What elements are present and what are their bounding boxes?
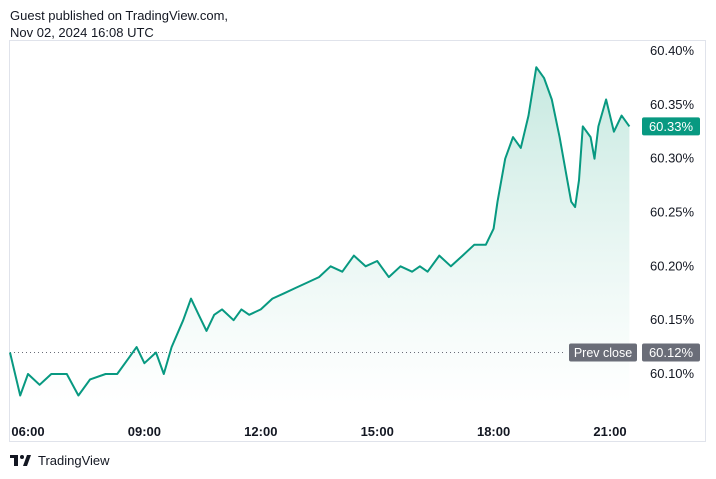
x-tick-label: 12:00 — [244, 424, 277, 439]
y-tick-label: 60.10% — [650, 366, 695, 381]
prev-close-label: Prev close — [574, 346, 632, 360]
x-tick-label: 21:00 — [593, 424, 626, 439]
publish-line: Guest published on TradingView.com, — [10, 8, 229, 23]
last-price-badge — [642, 117, 700, 136]
y-tick-label: 60.20% — [650, 258, 695, 273]
x-tick-label: 06:00 — [11, 424, 44, 439]
y-tick-label: 60.25% — [650, 205, 695, 220]
chart-frame — [9, 40, 706, 442]
publish-date: Nov 02, 2024 16:08 UTC — [10, 25, 154, 40]
area-fill — [10, 67, 630, 404]
x-tick-label: 18:00 — [477, 424, 510, 439]
tradingview-logo-icon — [10, 454, 31, 466]
y-tick-label: 60.35% — [650, 97, 695, 112]
x-tick-label: 09:00 — [128, 424, 161, 439]
tradingview-brand[interactable]: TradingView — [10, 453, 110, 468]
brand-text: TradingView — [38, 453, 110, 468]
y-tick-label: 60.40% — [650, 43, 695, 58]
x-tick-label: 15:00 — [361, 424, 394, 439]
last-price-label: 60.33% — [649, 119, 694, 134]
y-tick-label: 60.30% — [650, 151, 695, 166]
series-line — [9, 66, 631, 397]
y-tick-label: 60.15% — [650, 312, 695, 327]
prev-close-value-badge — [642, 343, 700, 362]
publish-info: Guest published on TradingView.com, Nov … — [10, 7, 228, 41]
prev-close-badge — [569, 343, 637, 362]
prev-close-value-label: 60.12% — [649, 345, 694, 360]
